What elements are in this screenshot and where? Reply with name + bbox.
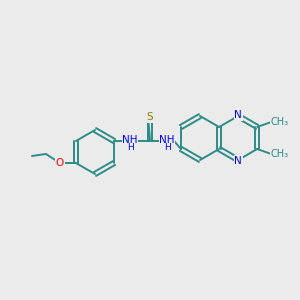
Text: N: N: [234, 110, 242, 120]
Text: CH₃: CH₃: [270, 149, 288, 159]
Text: NH: NH: [159, 135, 175, 145]
Text: H: H: [127, 143, 134, 152]
Text: O: O: [56, 158, 64, 168]
Text: H: H: [164, 143, 170, 152]
Text: CH₃: CH₃: [270, 117, 288, 127]
Text: S: S: [147, 112, 153, 122]
Text: NH: NH: [122, 135, 138, 145]
Text: N: N: [234, 156, 242, 166]
